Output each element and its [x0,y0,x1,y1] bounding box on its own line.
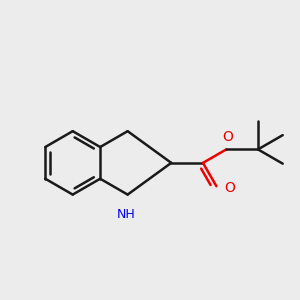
Text: O: O [224,181,235,195]
Text: NH: NH [116,208,135,221]
Text: O: O [222,130,233,145]
